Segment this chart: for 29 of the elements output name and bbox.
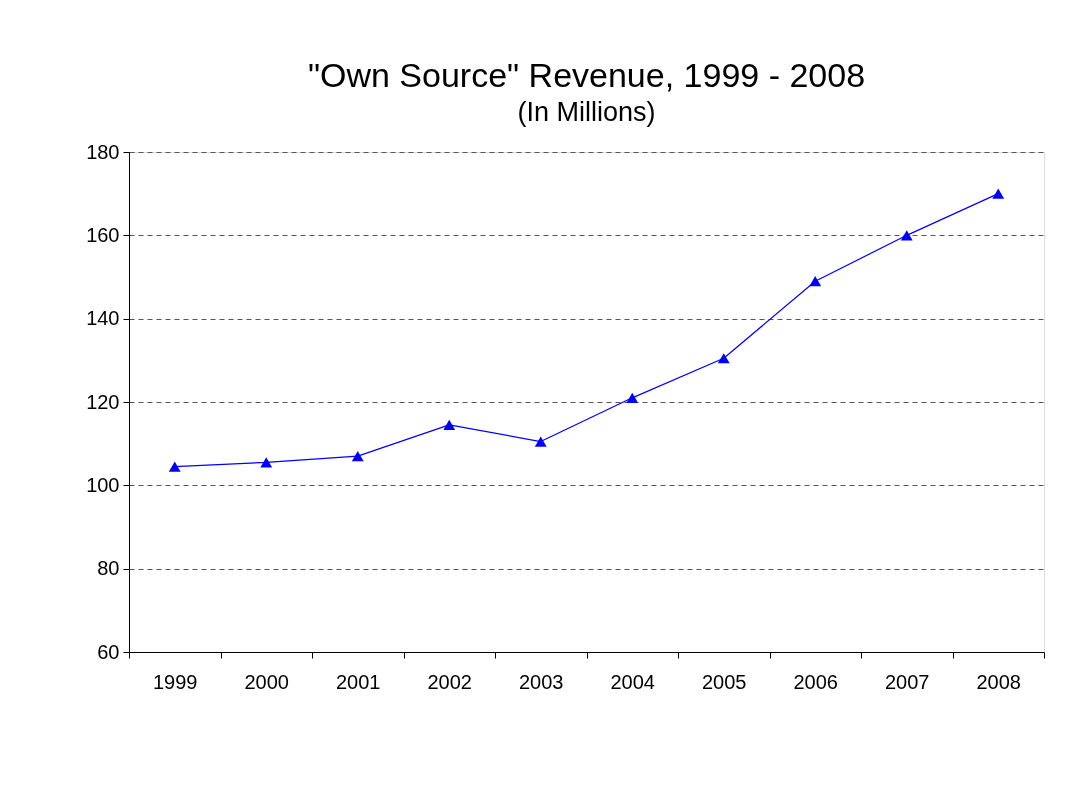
y-tick-label: 160	[86, 223, 120, 246]
point	[626, 392, 639, 403]
point	[809, 276, 822, 287]
point	[717, 353, 730, 364]
x-tick-label: 2000	[244, 670, 289, 693]
point	[260, 457, 273, 468]
y-tick-label: 180	[86, 140, 120, 163]
chart-title: "Own Source" Revenue, 1999 - 2008	[307, 56, 866, 94]
x-tick-label: 2002	[427, 670, 472, 693]
x-tick-label: 2007	[885, 670, 930, 693]
point	[992, 188, 1005, 199]
y-tick-label: 80	[97, 557, 120, 580]
point	[443, 419, 456, 431]
x-tick-label: 2008	[976, 670, 1021, 693]
x-tick-label: 2005	[702, 670, 747, 693]
y-tick-label: 120	[86, 390, 120, 413]
x-tick-label: 1999	[153, 670, 198, 693]
x-tick-label: 2001	[336, 670, 381, 693]
y-tick-label: 140	[86, 307, 120, 330]
y-tick-label: 60	[97, 640, 120, 663]
point	[534, 436, 547, 447]
point	[351, 451, 364, 462]
x-tick-label: 2006	[793, 670, 838, 693]
point	[900, 230, 913, 241]
y-tick-label: 100	[86, 473, 120, 496]
x-tick-label: 2003	[519, 670, 564, 693]
point	[168, 461, 181, 472]
chart-subtitle: (In Millions)	[517, 97, 656, 127]
x-tick-label: 2004	[610, 670, 655, 693]
